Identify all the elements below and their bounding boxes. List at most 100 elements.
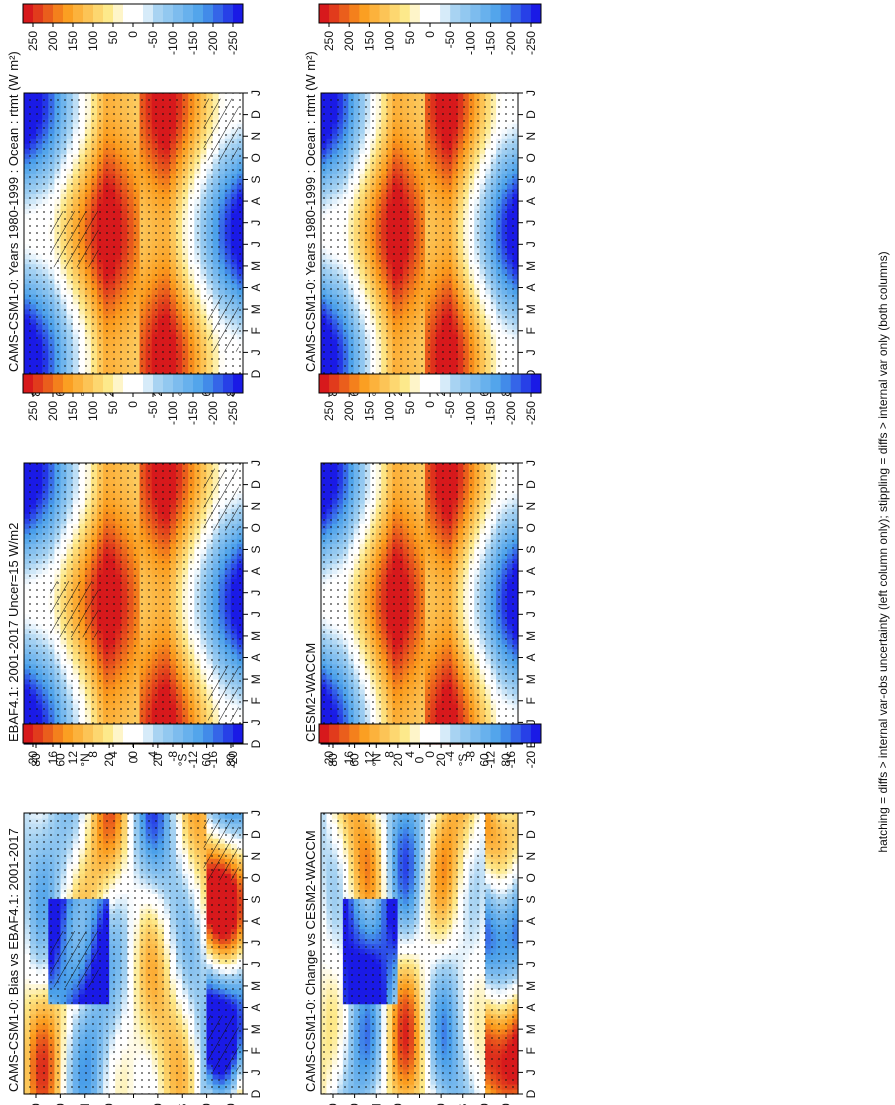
month-tick-label: F — [249, 697, 263, 704]
panel-title: EBAF4.1: 2001-2017 Uncer=15 W/m2 — [6, 523, 21, 742]
colorbar-swatch — [193, 374, 204, 393]
colorbar-swatch — [23, 374, 34, 393]
colorbar-tick-label: 50 — [106, 401, 120, 415]
month-tick-label: O — [249, 523, 263, 532]
month-tick-label: A — [249, 567, 263, 575]
month-tick-label: M — [249, 674, 263, 684]
month-tick-label: D — [249, 480, 263, 489]
colorbar-swatch — [53, 374, 64, 393]
colorbar-swatch — [33, 4, 44, 23]
colorbar-swatch — [153, 4, 164, 23]
colorbar-tick-label: 0 — [126, 31, 140, 38]
colorbar-swatch — [53, 4, 64, 23]
colorbar-tick-label: -250 — [226, 31, 240, 55]
month-tick-label: M — [249, 261, 263, 271]
colorbar-tick-label: 100 — [86, 401, 100, 421]
month-tick-label: A — [249, 197, 263, 205]
colorbar-swatch — [93, 374, 104, 393]
colorbar-swatch — [23, 4, 34, 23]
colorbar-swatch — [133, 374, 144, 393]
month-tick-label: J — [249, 460, 263, 466]
lat-tick-label: 0 — [127, 756, 141, 763]
colorbar-swatch — [103, 4, 114, 23]
panel-title: CAMS-CSM1-0: Years 1980-1999 : Ocean : r… — [6, 51, 21, 372]
colorbar-swatch — [123, 374, 134, 393]
colorbar-swatch — [113, 374, 124, 393]
month-tick-label: S — [249, 545, 263, 553]
colorbar-swatch — [63, 374, 74, 393]
month-tick-label: O — [249, 153, 263, 162]
month-tick-label: N — [249, 132, 263, 141]
month-tick-label: M — [249, 631, 263, 641]
month-tick-label: J — [249, 241, 263, 247]
hatching-region — [50, 211, 99, 268]
colorbar-swatch — [143, 4, 154, 23]
colorbar-swatch — [233, 374, 244, 393]
colorbar-tick-label: -50 — [146, 401, 160, 419]
colorbar-swatch — [103, 374, 114, 393]
colorbar-swatch — [213, 4, 224, 23]
colorbar-swatch — [123, 4, 134, 23]
colorbar-tick-label: 250 — [26, 401, 40, 421]
colorbar-tick-label: -150 — [186, 401, 200, 425]
hatching-region — [203, 98, 239, 161]
colorbar-swatch — [223, 4, 234, 23]
colorbar-swatch — [163, 374, 174, 393]
lat-tick-label: °N — [78, 753, 92, 766]
lat-tick-label: 60 — [200, 753, 214, 767]
colorbar-swatch — [63, 4, 74, 23]
colorbar-tick-label: 150 — [66, 31, 80, 51]
hatching-region — [50, 581, 99, 638]
colorbar-swatch — [233, 4, 244, 23]
colorbar-swatch — [83, 4, 94, 23]
colorbar-swatch — [203, 4, 214, 23]
month-tick-label: S — [249, 175, 263, 183]
colorbar-tick-label: 100 — [86, 31, 100, 51]
month-tick-label: A — [249, 653, 263, 661]
colorbar-swatch — [83, 374, 94, 393]
month-tick-label: D — [249, 739, 263, 748]
panel-p1: DJFMAMJJASONDJ8060°N20020°S6080CAMS-CSM1… — [6, 3, 263, 397]
panel-p3: DJFMAMJJASONDJ8060°N20020°S6080CAMS-CSM1… — [6, 723, 263, 1105]
colorbar-swatch — [223, 374, 234, 393]
colorbar-tick-label: 0 — [126, 401, 140, 408]
lat-tick-label: 20 — [102, 753, 116, 767]
colorbar-tick-label: 200 — [46, 31, 60, 51]
colorbar-tick-label: -200 — [206, 31, 220, 55]
colorbar-swatch — [173, 374, 184, 393]
colorbar-swatch — [213, 374, 224, 393]
colorbar-swatch — [93, 4, 104, 23]
lat-tick-label: °S — [175, 754, 189, 767]
hatching-region — [203, 468, 239, 531]
month-tick-label: D — [249, 110, 263, 119]
month-tick-label: N — [249, 502, 263, 511]
colorbar-tick-label: 150 — [66, 401, 80, 421]
colorbar-swatch — [143, 374, 154, 393]
hatching-region — [207, 665, 239, 722]
month-tick-label: J — [249, 220, 263, 226]
colorbar-swatch — [33, 374, 44, 393]
colorbar-swatch — [163, 4, 174, 23]
colorbar-swatch — [43, 374, 54, 393]
colorbar-tick-label: -150 — [186, 31, 200, 55]
colorbar-swatch — [73, 4, 84, 23]
colorbar-tick-label: -100 — [166, 31, 180, 55]
colorbar-swatch — [153, 374, 164, 393]
colorbar-swatch — [43, 4, 54, 23]
month-tick-label: M — [249, 304, 263, 314]
colorbar-swatch — [173, 4, 184, 23]
colorbar-swatch — [203, 374, 214, 393]
colorbar-tick-label: -200 — [206, 401, 220, 425]
colorbar-tick-label: 200 — [46, 401, 60, 421]
month-tick-label: J — [249, 719, 263, 725]
month-tick-label: F — [249, 327, 263, 334]
colorbar-swatch — [73, 374, 84, 393]
colorbar-tick-label: -100 — [166, 401, 180, 425]
colorbar-swatch — [183, 374, 194, 393]
colorbar-swatch — [183, 4, 194, 23]
colorbar-swatch — [113, 4, 124, 23]
colorbar-tick-label: -50 — [146, 31, 160, 49]
colorbar-tick-label: 250 — [26, 31, 40, 51]
